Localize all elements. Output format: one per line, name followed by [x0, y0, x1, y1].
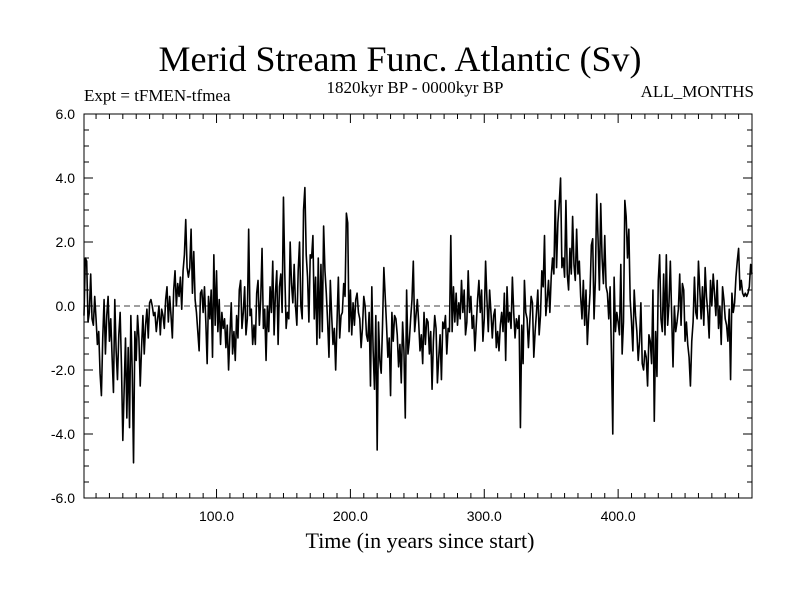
y-tick-label: -2.0: [51, 362, 75, 378]
y-tick-label: 4.0: [56, 170, 76, 186]
experiment-label: Expt = tFMEN-tfmea: [84, 86, 231, 105]
y-tick-label: 0.0: [56, 298, 76, 314]
x-axis-label: Time (in years since start): [305, 528, 535, 553]
x-tick-label: 100.0: [199, 508, 234, 524]
x-tick-label: 200.0: [333, 508, 368, 524]
series-line: [83, 177, 753, 464]
season-label: ALL_MONTHS: [640, 82, 754, 101]
chart-title: Merid Stream Func. Atlantic (Sv): [158, 39, 642, 79]
x-tick-label: 300.0: [467, 508, 502, 524]
x-axis-ticks: 100.0 200.0 300.0 400.0: [95, 114, 740, 524]
y-tick-label: -6.0: [51, 490, 75, 506]
y-tick-label: 2.0: [56, 234, 76, 250]
x-tick-label: 400.0: [601, 508, 636, 524]
y-tick-label: -4.0: [51, 426, 75, 442]
y-tick-label: 6.0: [56, 106, 76, 122]
plot-frame: [83, 113, 753, 499]
chart-subtitle: 1820kyr BP - 0000kyr BP: [326, 78, 504, 97]
